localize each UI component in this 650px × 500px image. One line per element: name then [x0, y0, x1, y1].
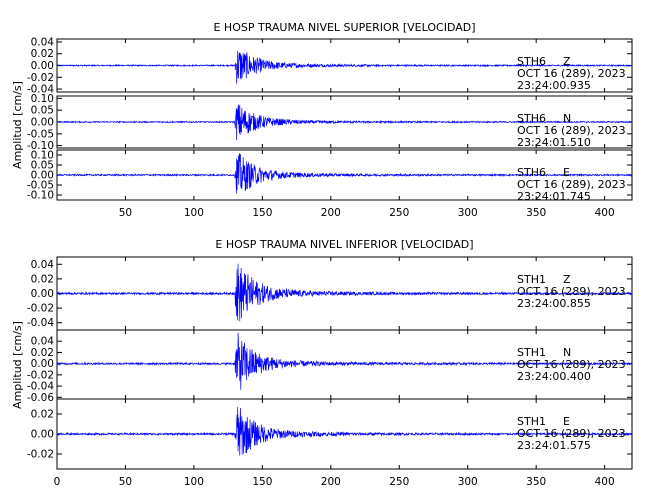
- station-label: STH1: [517, 346, 546, 359]
- y-tick-label: -0.02: [27, 303, 54, 315]
- station-label: STH6: [517, 55, 546, 68]
- date-label: OCT 16 (289), 2023: [517, 358, 626, 371]
- station-label: STH1: [517, 273, 546, 286]
- y-tick-label: 0.02: [31, 48, 54, 60]
- y-tick-label: 0.04: [31, 259, 55, 271]
- component-label: E: [563, 166, 570, 179]
- chart-title: E HOSP TRAUMA NIVEL INFERIOR [VELOCIDAD]: [215, 238, 473, 251]
- station-label: STH1: [517, 415, 546, 428]
- seismic-trace: [56, 153, 633, 194]
- x-tick-label: 300: [458, 476, 478, 488]
- component-label: N: [563, 346, 571, 359]
- x-tick-label: 400: [595, 476, 615, 488]
- x-tick-label: 200: [321, 476, 341, 488]
- y-tick-label: -0.06: [27, 392, 54, 404]
- time-label: 23:24:00.400: [517, 370, 591, 383]
- seismic-trace: [56, 104, 633, 141]
- y-tick-label: 0.00: [31, 358, 54, 370]
- x-tick-label: 350: [526, 476, 546, 488]
- x-tick-label: 400: [595, 207, 615, 219]
- y-tick-label: -0.04: [27, 381, 54, 393]
- x-tick-label: 200: [321, 207, 341, 219]
- y-tick-label: -0.05: [27, 128, 54, 140]
- time-label: 23:24:01.575: [517, 439, 591, 452]
- y-tick-label: 0.04: [31, 336, 55, 348]
- y-tick-label: -0.10: [27, 190, 54, 202]
- chart-inferior: E HOSP TRAUMA NIVEL INFERIOR [VELOCIDAD]…: [11, 238, 633, 488]
- chart-title: E HOSP TRAUMA NIVEL SUPERIOR [VELOCIDAD]: [213, 21, 475, 34]
- component-label: Z: [563, 55, 571, 68]
- component-label: N: [563, 112, 571, 125]
- y-tick-label: 0.02: [31, 273, 54, 285]
- seismic-trace: [56, 263, 633, 322]
- y-tick-label: -0.02: [27, 449, 54, 461]
- date-label: OCT 16 (289), 2023: [517, 427, 626, 440]
- y-tick-label: -0.04: [27, 84, 54, 96]
- y-tick-label: 0.02: [31, 409, 54, 421]
- y-tick-label: -0.04: [27, 317, 54, 329]
- station-label: STH6: [517, 166, 546, 179]
- station-label: STH6: [517, 112, 546, 125]
- date-label: OCT 16 (289), 2023: [517, 124, 626, 137]
- y-tick-label: 0.00: [31, 170, 54, 182]
- date-label: OCT 16 (289), 2023: [517, 285, 626, 298]
- date-label: OCT 16 (289), 2023: [517, 67, 626, 80]
- x-tick-label: 300: [458, 207, 478, 219]
- time-label: 23:24:01.745: [517, 190, 591, 203]
- time-label: 23:24:00.935: [517, 79, 591, 92]
- x-tick-label: 0: [54, 476, 61, 488]
- time-label: 23:24:00.855: [517, 297, 591, 310]
- seismic-trace: [56, 406, 633, 456]
- x-tick-label: 50: [119, 476, 132, 488]
- seismic-trace: [56, 332, 633, 390]
- chart-superior: E HOSP TRAUMA NIVEL SUPERIOR [VELOCIDAD]…: [11, 21, 633, 219]
- x-tick-label: 100: [184, 207, 204, 219]
- x-tick-label: 150: [252, 207, 272, 219]
- y-tick-label: 0.02: [31, 347, 54, 359]
- y-tick-label: 0.05: [31, 105, 54, 117]
- y-tick-label: -0.02: [27, 369, 54, 381]
- component-label: E: [563, 415, 570, 428]
- x-tick-label: 100: [184, 476, 204, 488]
- time-label: 23:24:01.510: [517, 136, 591, 149]
- x-tick-label: 50: [119, 207, 132, 219]
- y-tick-label: 0.05: [31, 160, 54, 172]
- x-tick-label: 250: [389, 476, 409, 488]
- x-tick-label: 350: [526, 207, 546, 219]
- x-tick-label: 150: [252, 476, 272, 488]
- y-tick-label: 0.00: [31, 429, 54, 441]
- y-tick-label: -0.05: [27, 180, 54, 192]
- y-tick-label: -0.10: [27, 140, 54, 152]
- y-axis-label: Amplitud [cm/s]: [11, 321, 24, 409]
- component-label: Z: [563, 273, 571, 286]
- y-axis-label: Amplitud [cm/s]: [11, 81, 24, 169]
- date-label: OCT 16 (289), 2023: [517, 178, 626, 191]
- y-tick-label: 0.04: [31, 36, 55, 48]
- x-tick-label: 250: [389, 207, 409, 219]
- y-tick-label: 0.00: [31, 117, 54, 129]
- y-tick-label: 0.10: [31, 150, 54, 162]
- seismic-trace: [56, 50, 633, 84]
- y-tick-label: -0.02: [27, 72, 54, 84]
- y-tick-label: 0.00: [31, 288, 54, 300]
- y-tick-label: 0.00: [31, 60, 54, 72]
- y-tick-label: 0.10: [31, 93, 54, 105]
